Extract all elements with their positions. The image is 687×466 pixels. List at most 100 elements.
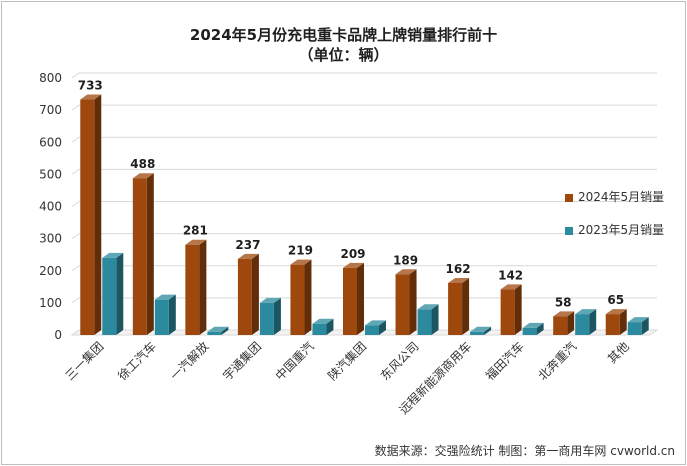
data-label: 733 xyxy=(78,79,103,93)
bar-2024 xyxy=(500,289,515,335)
bar-2024 xyxy=(237,258,252,335)
bar-top-2024 xyxy=(132,173,154,179)
bar-2024 xyxy=(343,267,357,335)
bar-side-2023 xyxy=(536,322,544,335)
bar-top-2024 xyxy=(290,259,312,265)
legend-swatch-2024 xyxy=(565,193,573,202)
gridline-side xyxy=(71,104,80,111)
legend-item-2024: 2024年5月销量 xyxy=(565,188,664,205)
bar-2023 xyxy=(470,331,485,335)
x-tick-label: 北奔重汽 xyxy=(535,339,580,384)
bar-side-2023 xyxy=(168,294,176,335)
bar-side-2024 xyxy=(462,277,470,335)
bar-side-2024 xyxy=(567,311,575,335)
y-tick-label: 200 xyxy=(39,264,62,278)
y-tick-label: 700 xyxy=(39,103,62,117)
bar-2023 xyxy=(207,331,222,335)
x-tick-label: 其他 xyxy=(605,339,632,366)
x-tick-label: 福田汽车 xyxy=(482,339,527,384)
data-label: 281 xyxy=(183,224,208,238)
data-label: 488 xyxy=(130,157,155,171)
bar-2023 xyxy=(154,299,169,335)
gridline-side xyxy=(71,72,80,79)
bar-side-2023 xyxy=(116,252,124,335)
bar-top-2023 xyxy=(154,294,176,300)
chart-subtitle: （单位：辆） xyxy=(298,46,389,64)
bar-2024 xyxy=(185,244,200,335)
data-label: 237 xyxy=(235,238,260,252)
bar-2024 xyxy=(553,316,568,335)
bar-2023 xyxy=(259,302,274,335)
bar-top-2023 xyxy=(417,304,439,310)
bar-2024 xyxy=(605,314,620,335)
bar-top-2023 xyxy=(207,326,229,332)
legend-label-2024: 2024年5月销量 xyxy=(578,190,665,204)
y-tick-label: 100 xyxy=(39,296,62,310)
x-tick-label: 一汽解放 xyxy=(167,339,212,384)
bar-top-2024 xyxy=(605,309,627,315)
gridline-side xyxy=(71,136,80,143)
data-label: 219 xyxy=(288,244,313,258)
bar-top-2024 xyxy=(395,269,417,275)
y-tick-label: 300 xyxy=(39,232,62,246)
bar-2023 xyxy=(365,325,379,335)
bar-top-2024 xyxy=(237,253,259,259)
x-tick-label: 三一集团 xyxy=(62,339,107,384)
legend-swatch-2023 xyxy=(565,226,573,235)
gridline-side xyxy=(71,297,80,304)
bar-2024 xyxy=(448,282,463,335)
bar-top-2024 xyxy=(500,284,522,290)
y-tick-label: 600 xyxy=(39,135,62,149)
bar-side-2024 xyxy=(514,284,522,335)
bar-top-2023 xyxy=(102,252,124,258)
bar-2023 xyxy=(627,322,642,335)
bar-side-2024 xyxy=(304,259,312,335)
x-tick-label: 中国重汽 xyxy=(272,339,317,384)
data-label: 162 xyxy=(446,262,471,276)
bar-top-2023 xyxy=(575,309,597,315)
bar-top-2024 xyxy=(343,262,364,268)
bar-top-2024 xyxy=(80,94,102,100)
legend-label-2023: 2023年5月销量 xyxy=(578,223,665,237)
bar-side-2024 xyxy=(357,262,364,335)
bar-2024 xyxy=(290,264,305,335)
bar-2023 xyxy=(522,327,537,335)
data-label: 209 xyxy=(340,247,365,261)
gridline-side xyxy=(71,168,80,175)
y-tick-label: 500 xyxy=(39,167,62,181)
bar-top-2024 xyxy=(185,239,207,245)
x-tick-label: 东风公司 xyxy=(378,339,422,383)
bar-side-2023 xyxy=(273,297,281,335)
bar-top-2023 xyxy=(627,317,649,323)
bar-top-2023 xyxy=(365,320,386,326)
bar-side-2023 xyxy=(431,304,439,335)
legend-item-2023: 2023年5月销量 xyxy=(565,221,664,238)
bar-2023 xyxy=(417,309,432,335)
bar-side-2023 xyxy=(641,317,649,335)
bar-side-2023 xyxy=(379,320,386,335)
bar-2023 xyxy=(312,323,327,335)
bar-side-2024 xyxy=(619,309,627,335)
bar-top-2023 xyxy=(259,297,281,303)
x-tick-label: 徐工汽车 xyxy=(114,339,159,384)
data-label: 142 xyxy=(498,268,523,282)
gridline-side xyxy=(71,233,80,240)
bar-side-2024 xyxy=(251,253,259,335)
gridline-side xyxy=(71,265,80,272)
bar-side-2024 xyxy=(409,269,417,335)
bar-2024 xyxy=(132,178,147,335)
bar-top-2024 xyxy=(448,277,470,283)
y-tick-label: 800 xyxy=(39,71,62,85)
chart-title: 2024年5月份充电重卡品牌上牌销量排行前十 xyxy=(189,26,498,44)
gridline-side xyxy=(71,201,80,207)
bar-2023 xyxy=(102,257,117,335)
bar-side-2023 xyxy=(589,309,597,335)
bar-side-2023 xyxy=(484,326,492,335)
bar-side-2024 xyxy=(94,94,102,336)
bar-side-2023 xyxy=(326,318,334,335)
bar-side-2023 xyxy=(221,326,229,335)
bar-2023 xyxy=(575,314,590,335)
y-tick-label: 400 xyxy=(39,200,62,214)
bar-top-2024 xyxy=(553,311,575,317)
